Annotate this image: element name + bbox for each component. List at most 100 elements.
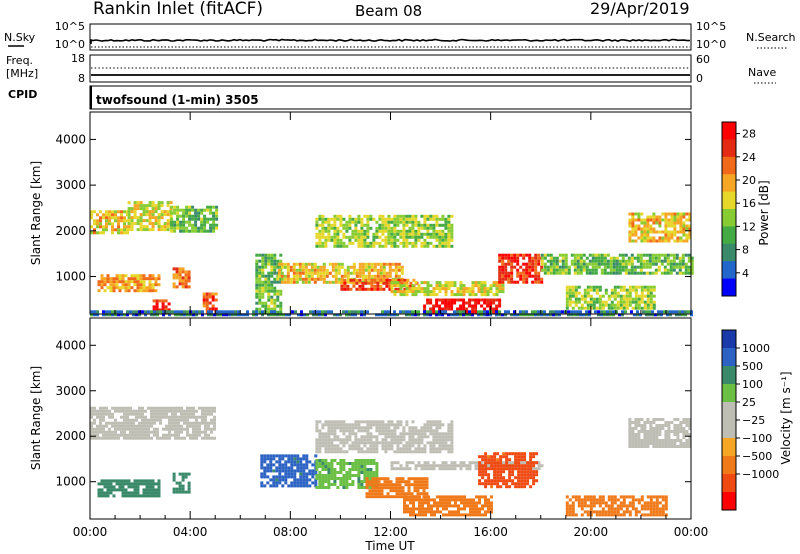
velocity-cell (478, 464, 482, 468)
velocity-cell (132, 433, 135, 437)
power-cell (486, 301, 490, 305)
velocity-cell (363, 444, 367, 448)
velocity-cell (293, 475, 297, 479)
velocity-cell (171, 412, 174, 416)
velocity-cell (481, 467, 485, 471)
velocity-cell (184, 472, 188, 476)
velocity-cell (493, 470, 497, 474)
power-cell (501, 284, 505, 288)
power-cell (408, 214, 412, 218)
velocity-cell (422, 486, 426, 490)
velocity-cell (520, 470, 524, 474)
power-cell (159, 310, 162, 314)
velocity-cell (141, 430, 144, 434)
power-cell (631, 212, 635, 216)
power-cell (99, 216, 102, 220)
power-cell (534, 310, 537, 314)
power-cell (246, 310, 249, 314)
power-cell (634, 218, 638, 222)
power-cell (682, 239, 686, 243)
velocity-cell (357, 429, 361, 433)
power-cell (468, 301, 472, 305)
power-cell (324, 235, 328, 239)
power-cell (639, 271, 643, 275)
velocity-cell (281, 469, 285, 473)
velocity-cell (120, 430, 123, 434)
power-cell (474, 301, 478, 305)
power-cell (652, 300, 656, 304)
power-cell (441, 244, 445, 248)
velocity-cell (390, 467, 394, 471)
power-cell (588, 313, 591, 317)
velocity-cell (372, 423, 376, 427)
velocity-cell (174, 412, 177, 416)
power-cell (592, 285, 596, 289)
power-cell (324, 220, 328, 224)
power-cell (438, 238, 442, 242)
power-cell (394, 262, 398, 266)
velocity-cell (195, 427, 198, 431)
power-cell (212, 211, 216, 215)
velocity-cell (381, 426, 385, 430)
power-cell (111, 313, 114, 317)
power-cell (348, 223, 352, 227)
power-cell (334, 271, 338, 275)
power-cell (628, 236, 632, 240)
power-cell (161, 308, 165, 312)
power-cell (583, 300, 587, 304)
power-cell (328, 280, 332, 284)
power-cell (592, 303, 596, 307)
power-cell (364, 278, 368, 282)
velocity-cell (676, 427, 680, 430)
power-cell (486, 287, 490, 291)
power-cell (607, 303, 611, 307)
power-cell (318, 232, 322, 236)
power-cell (498, 274, 502, 278)
power-ylabel: Slant Range [km] (29, 161, 43, 265)
velocity-cell (450, 464, 454, 468)
power-cell (364, 287, 368, 291)
velocity-cell (505, 458, 509, 462)
velocity-cell (336, 444, 340, 448)
power-cell (588, 310, 591, 314)
velocity-cell (409, 501, 412, 505)
velocity-cell (93, 406, 96, 410)
power-cell (182, 208, 186, 212)
velocity-cell (108, 415, 111, 419)
velocity-cell (409, 498, 412, 502)
power-cell (289, 277, 293, 281)
power-cell (450, 232, 454, 236)
velocity-cell (393, 429, 397, 433)
velocity-cell (438, 420, 442, 424)
power-cell (96, 219, 99, 223)
power-cell (652, 306, 656, 310)
power-cell (540, 262, 544, 266)
power-cell (417, 284, 421, 288)
power-cell (678, 271, 682, 275)
power-cell (405, 241, 409, 245)
velocity-cell (432, 420, 436, 424)
velocity-cell (357, 480, 361, 483)
power-cell (549, 313, 552, 317)
velocity-cell (123, 418, 126, 422)
power-cell (402, 232, 406, 236)
power-cell (321, 313, 324, 317)
power-cell (426, 310, 429, 314)
velocity-cell (357, 450, 361, 454)
power-colorbar-tick-label: 12 (742, 220, 756, 233)
power-cell (184, 273, 188, 277)
power-cell (399, 235, 403, 239)
power-cell (591, 268, 595, 272)
velocity-cell (126, 406, 129, 410)
power-cell (358, 268, 362, 272)
velocity-cell (305, 481, 309, 485)
power-cell (646, 233, 650, 237)
power-cell (172, 267, 176, 271)
power-cell (672, 262, 676, 266)
power-cell (372, 238, 376, 242)
power-cell (168, 313, 171, 317)
velocity-cell (586, 504, 590, 508)
power-cell (337, 268, 341, 272)
power-cell (151, 207, 155, 211)
power-cell (139, 222, 143, 226)
